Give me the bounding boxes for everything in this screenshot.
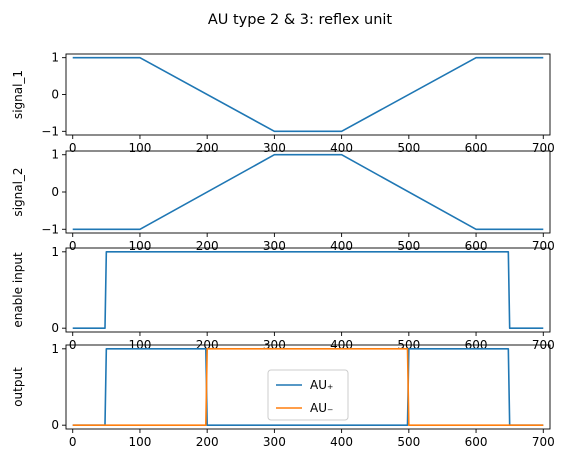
series-line-1 <box>72 251 544 329</box>
axes-frame <box>65 344 551 430</box>
x-tick-label: 500 <box>397 141 420 155</box>
legend-box <box>267 369 349 421</box>
axes-frame <box>65 150 551 234</box>
x-tick-label: 600 <box>465 435 488 449</box>
x-tick-label: 300 <box>263 435 286 449</box>
x-tick-label: 300 <box>263 141 286 155</box>
x-tick-label: 0 <box>69 141 77 155</box>
x-tick-label: 500 <box>397 435 420 449</box>
series-line-1 <box>72 153 544 231</box>
x-tick-label: 500 <box>397 239 420 253</box>
x-tick-label: 400 <box>330 435 353 449</box>
y-tick-label: 1 <box>51 342 59 356</box>
y-tick-label: 0 <box>51 418 59 432</box>
x-tick-label: 700 <box>532 141 555 155</box>
y-tick-label: 0 <box>51 88 59 102</box>
y-axis-label: signal_2 <box>11 167 25 216</box>
x-tick-label: 600 <box>465 239 488 253</box>
x-tick-label: 100 <box>128 239 151 253</box>
legend-label: AU₋ <box>310 401 333 415</box>
y-tick-label: 1 <box>51 245 59 259</box>
x-tick-label: 200 <box>196 141 219 155</box>
x-tick-label: 700 <box>532 435 555 449</box>
chart-title: AU type 2 & 3: reflex unit <box>208 12 393 28</box>
y-tick-label: 0 <box>51 185 59 199</box>
panel-2: 0 100 200 300 400 500 600 700 −1 0 1 signal_2 <box>11 148 555 253</box>
series-line-1 <box>72 56 544 133</box>
x-tick-label: 0 <box>69 435 77 449</box>
y-tick-label: 0 <box>51 321 59 335</box>
y-tick-label: 1 <box>51 51 59 65</box>
x-tick-label: 600 <box>465 141 488 155</box>
x-tick-label: 700 <box>532 239 555 253</box>
x-tick-label: 200 <box>196 435 219 449</box>
x-tick-label: 0 <box>69 239 77 253</box>
x-tick-label: 400 <box>330 239 353 253</box>
x-tick-label: 100 <box>128 141 151 155</box>
x-tick-label: 300 <box>263 239 286 253</box>
legend-label: AU₊ <box>310 378 333 392</box>
panel-4: 0 100 200 300 400 500 600 700 0 1 output AU₊ AU₋ <box>11 342 555 449</box>
x-tick-label: 100 <box>128 435 151 449</box>
x-tick-label: 200 <box>196 239 219 253</box>
y-tick-label: 1 <box>51 148 59 162</box>
y-axis-label: output <box>11 367 25 407</box>
y-axis-label: enable input <box>11 252 25 328</box>
y-axis-label: signal_1 <box>11 70 25 119</box>
x-tick-label: 400 <box>330 141 353 155</box>
axes-frame <box>65 53 551 136</box>
series-line-2 <box>72 348 544 426</box>
axes-frame <box>65 247 551 333</box>
series-line-1 <box>72 348 544 426</box>
y-tick-label: −1 <box>41 124 59 138</box>
legend: AU₊ AU₋ <box>267 369 349 421</box>
y-tick-label: −1 <box>41 222 59 236</box>
panel-1: 0 100 200 300 400 500 600 700 −1 0 1 signal_1 <box>11 51 555 155</box>
